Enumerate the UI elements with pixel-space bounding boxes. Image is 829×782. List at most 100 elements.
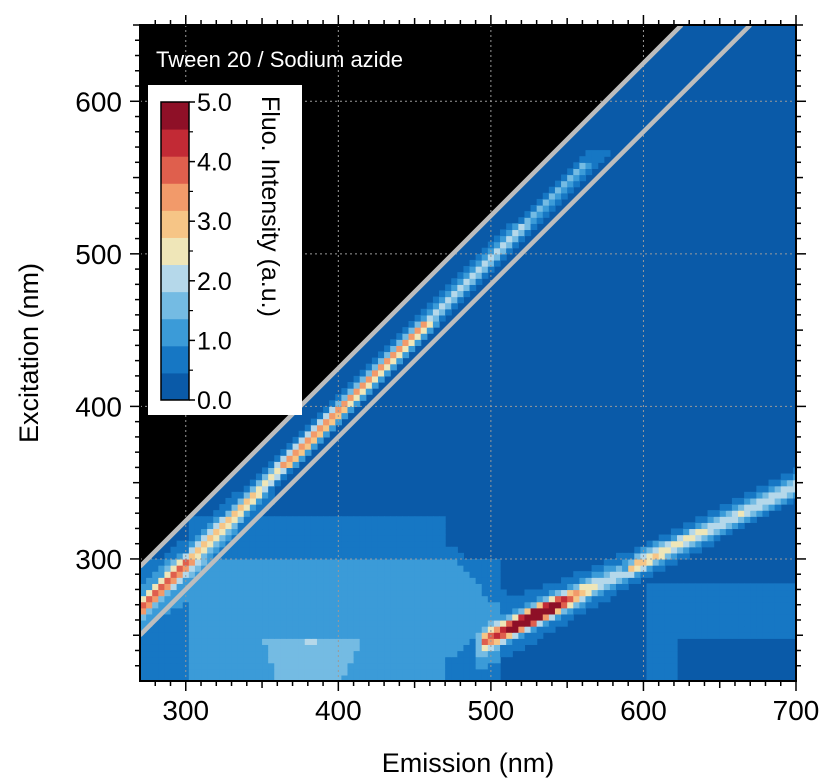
contour-cell — [152, 626, 159, 633]
contour-cell — [207, 541, 214, 548]
contour-cell — [366, 547, 373, 554]
contour-cell — [360, 626, 367, 633]
contour-cell — [701, 528, 708, 535]
contour-cell — [347, 547, 354, 554]
contour-cell — [457, 577, 464, 584]
contour-cell — [146, 565, 153, 572]
contour-cell — [268, 644, 275, 651]
contour-cell — [347, 596, 354, 603]
contour-cell — [366, 657, 373, 664]
contour-cell — [262, 480, 269, 487]
contour-cell — [567, 181, 574, 188]
contour-cell — [329, 565, 336, 572]
contour-cell — [146, 602, 153, 609]
contour-cell — [238, 663, 245, 670]
contour-cell — [293, 626, 300, 633]
contour-cell — [347, 650, 354, 657]
contour-cell — [213, 571, 220, 578]
contour-cell — [384, 614, 391, 621]
contour-cell — [726, 620, 733, 627]
contour-cell — [189, 608, 196, 615]
contour-cell — [750, 510, 757, 517]
contour-cell — [177, 663, 184, 670]
contour-cell — [451, 577, 458, 584]
contour-cell — [305, 596, 312, 603]
contour-cell — [433, 559, 440, 566]
contour-cell — [476, 620, 483, 627]
contour-cell — [518, 638, 525, 645]
contour-cell — [158, 596, 165, 603]
contour-cell — [262, 596, 269, 603]
contour-cell — [225, 577, 232, 584]
contour-cell — [164, 577, 171, 584]
contour-cell — [366, 382, 373, 389]
contour-cell — [476, 571, 483, 578]
contour-cell — [146, 589, 153, 596]
contour-cell — [494, 669, 501, 676]
contour-cell — [769, 498, 776, 505]
contour-cell — [695, 602, 702, 609]
contour-cell — [756, 632, 763, 639]
contour-cell — [244, 644, 251, 651]
contour-cell — [390, 620, 397, 627]
contour-cell — [769, 632, 776, 639]
contour-cell — [360, 394, 367, 401]
contour-cell — [695, 632, 702, 639]
contour-cell — [555, 589, 562, 596]
contour-cell — [659, 583, 666, 590]
contour-cell — [518, 596, 525, 603]
contour-cell — [158, 565, 165, 572]
contour-cell — [250, 626, 257, 633]
contour-cell — [347, 663, 354, 670]
colorbar-swatch — [161, 237, 189, 265]
colorbar-swatches — [161, 102, 189, 401]
contour-cell — [323, 608, 330, 615]
colorbar-swatch — [161, 373, 189, 401]
contour-cell — [262, 559, 269, 566]
contour-cell — [219, 577, 226, 584]
contour-cell — [189, 626, 196, 633]
contour-cell — [286, 638, 293, 645]
contour-cell — [787, 596, 794, 603]
contour-cell — [494, 571, 501, 578]
contour-cell — [384, 669, 391, 676]
contour-cell — [415, 516, 422, 523]
contour-cell — [787, 480, 794, 487]
contour-cell — [555, 608, 562, 615]
contour-cell — [177, 638, 184, 645]
contour-cell — [421, 663, 428, 670]
contour-cell — [378, 589, 385, 596]
contour-cell — [390, 669, 397, 676]
contour-cell — [665, 663, 672, 670]
contour-cell — [549, 589, 556, 596]
contour-cell — [457, 669, 464, 676]
contour-cell — [421, 669, 428, 676]
contour-cell — [714, 614, 721, 621]
contour-cell — [695, 620, 702, 627]
contour-cell — [415, 565, 422, 572]
contour-cell — [238, 559, 245, 566]
contour-cell — [244, 492, 251, 499]
contour-cell — [409, 528, 416, 535]
contour-cell — [268, 486, 275, 493]
contour-cell — [347, 657, 354, 664]
contour-cell — [708, 589, 715, 596]
contour-cell — [171, 608, 178, 615]
contour-cell — [476, 644, 483, 651]
contour-cell — [280, 614, 287, 621]
contour-cell — [366, 614, 373, 621]
contour-cell — [494, 260, 501, 267]
contour-cell — [750, 632, 757, 639]
contour-cell — [683, 608, 690, 615]
contour-cell — [537, 626, 544, 633]
contour-cell — [732, 498, 739, 505]
contour-cell — [354, 547, 361, 554]
contour-cell — [293, 583, 300, 590]
contour-cell — [756, 608, 763, 615]
contour-cell — [457, 626, 464, 633]
contour-cell — [360, 559, 367, 566]
contour-cell — [531, 602, 538, 609]
contour-cell — [506, 608, 513, 615]
contour-cell — [293, 620, 300, 627]
contour-cell — [573, 602, 580, 609]
